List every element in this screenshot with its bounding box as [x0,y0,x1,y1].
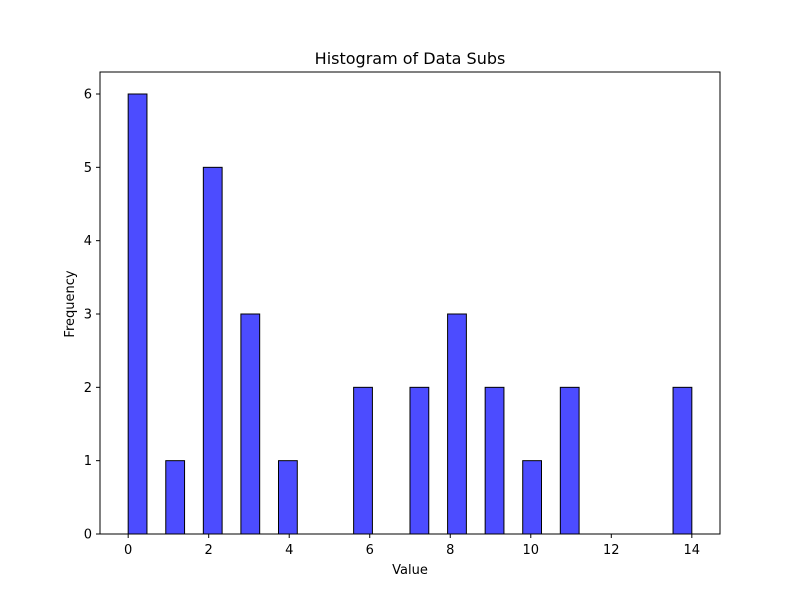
x-tick-label: 14 [684,543,701,558]
x-axis-ticks: 0 2 4 6 8 10 12 14 [124,534,700,558]
bars-layer [127,93,693,535]
y-tick-label: 0 [84,528,92,543]
histogram-bar [672,386,693,535]
histogram-bar [277,460,298,535]
histogram-bar [202,166,223,535]
y-tick-label: 5 [84,161,92,176]
histogram-bar [127,93,148,535]
y-tick-label: 2 [84,381,92,396]
x-tick-label: 6 [366,543,374,558]
histogram-bar [447,313,467,535]
x-tick-label: 10 [523,543,540,558]
x-tick-label: 2 [205,543,213,558]
chart-title: Histogram of Data Subs [315,49,506,68]
histogram-bar [522,460,543,535]
histogram-bar [165,460,186,535]
histogram-bar [484,386,505,535]
x-tick-label: 8 [446,543,454,558]
y-axis-ticks: 0 1 2 3 4 5 6 [84,88,100,543]
x-tick-label: 0 [124,543,132,558]
histogram-bar [353,386,373,535]
y-axis-label: Frequency [63,270,78,337]
x-tick-label: 12 [603,543,620,558]
histogram-bar [559,386,580,535]
histogram-bar [409,386,430,535]
y-tick-label: 4 [84,234,92,249]
x-tick-label: 4 [285,543,293,558]
y-tick-label: 6 [84,88,92,103]
y-tick-label: 3 [84,308,92,323]
x-axis-label: Value [392,563,428,578]
plot-frame [99,71,721,535]
y-tick-label: 1 [84,454,92,469]
histogram-bar [240,313,261,535]
